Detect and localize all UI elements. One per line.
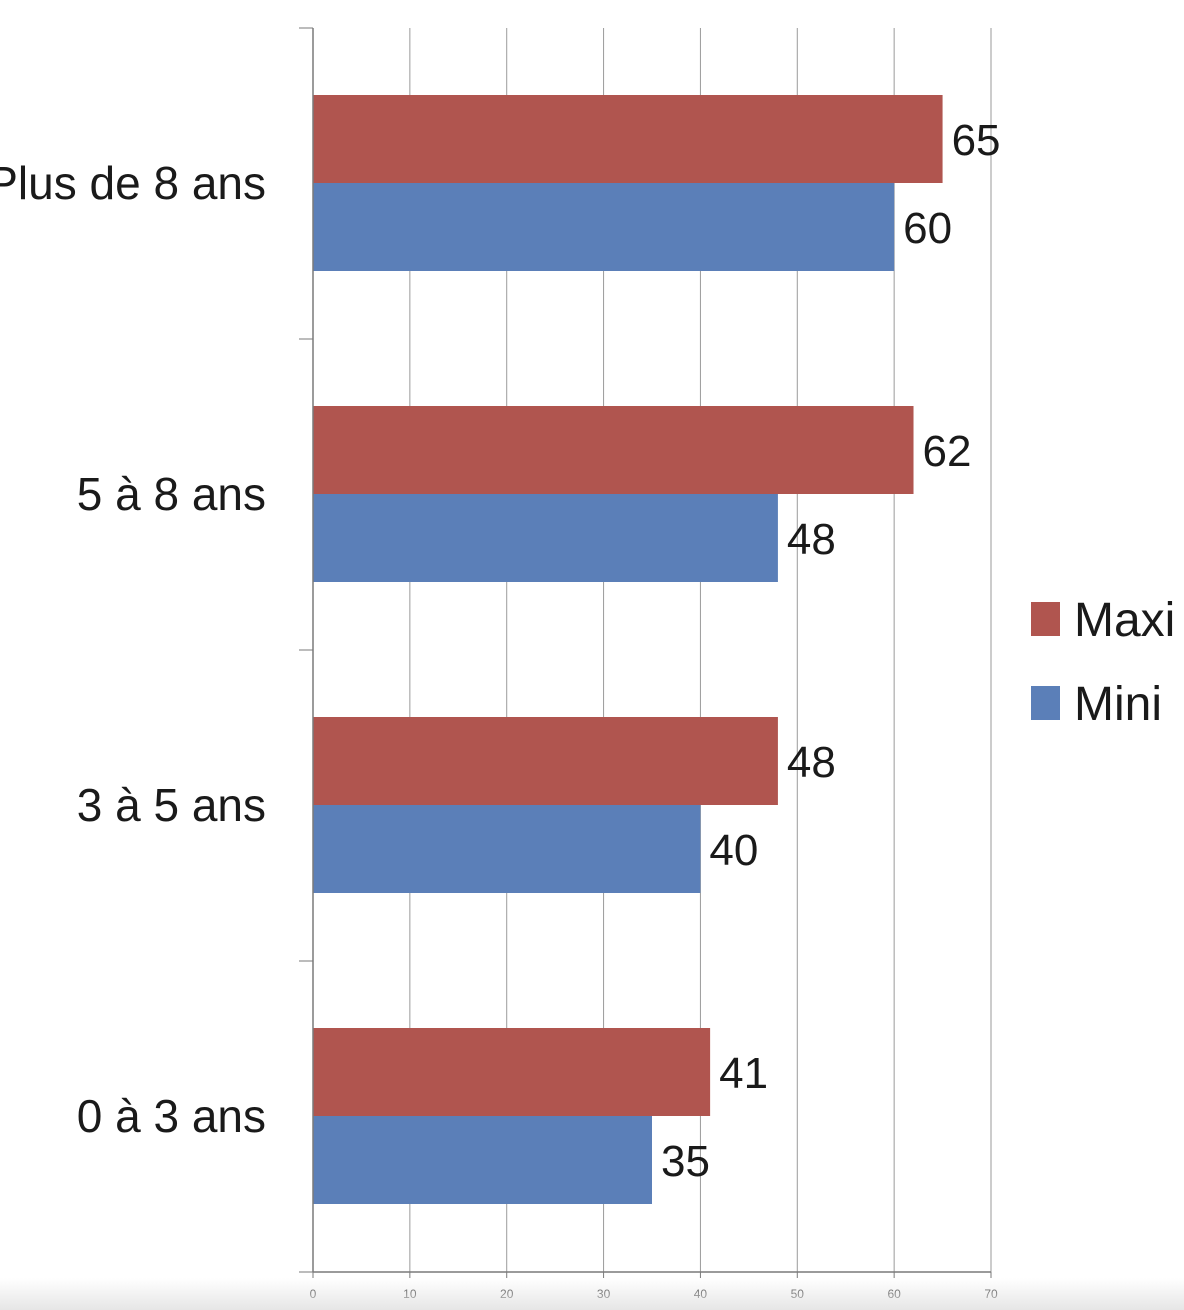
- x-tick-label: 50: [791, 1287, 805, 1301]
- x-tick-label: 60: [887, 1287, 901, 1301]
- bar-mini-2: [313, 494, 778, 582]
- data-label: 40: [709, 826, 758, 875]
- data-label: 65: [952, 116, 1001, 165]
- category-label: 3 à 5 ans: [77, 779, 266, 831]
- category-label: 5 à 8 ans: [77, 468, 266, 520]
- legend-label: Maxi: [1074, 594, 1175, 647]
- bar-maxi-0: [313, 1028, 711, 1116]
- legend: Maxi Mini: [1031, 594, 1175, 731]
- data-label: 62: [923, 427, 972, 476]
- legend-swatch-mini: [1031, 686, 1060, 720]
- bar-maxi-2: [313, 406, 914, 494]
- x-tick-label: 20: [500, 1287, 514, 1301]
- axes: [299, 27, 992, 1278]
- data-label: 48: [787, 738, 836, 787]
- bar-mini-1: [313, 805, 701, 893]
- data-label: 60: [903, 204, 952, 253]
- x-tick-label: 0: [310, 1287, 317, 1301]
- data-label: 41: [719, 1049, 768, 1098]
- legend-label: Mini: [1074, 678, 1162, 731]
- category-label: 0 à 3 ans: [77, 1090, 266, 1142]
- bars: [313, 95, 943, 1204]
- x-tick-label: 10: [403, 1287, 417, 1301]
- bar-mini-0: [313, 1116, 652, 1204]
- bar-mini-3: [313, 183, 895, 271]
- bar-maxi-3: [313, 95, 943, 183]
- category-label: Plus de 8 ans: [0, 157, 266, 209]
- x-tick-label: 30: [597, 1287, 611, 1301]
- x-tick-label: 70: [984, 1287, 998, 1301]
- bar-maxi-1: [313, 717, 778, 805]
- legend-swatch-maxi: [1031, 602, 1060, 636]
- x-tick-label: 40: [694, 1287, 708, 1301]
- data-label: 35: [661, 1137, 710, 1186]
- data-label: 48: [787, 515, 836, 564]
